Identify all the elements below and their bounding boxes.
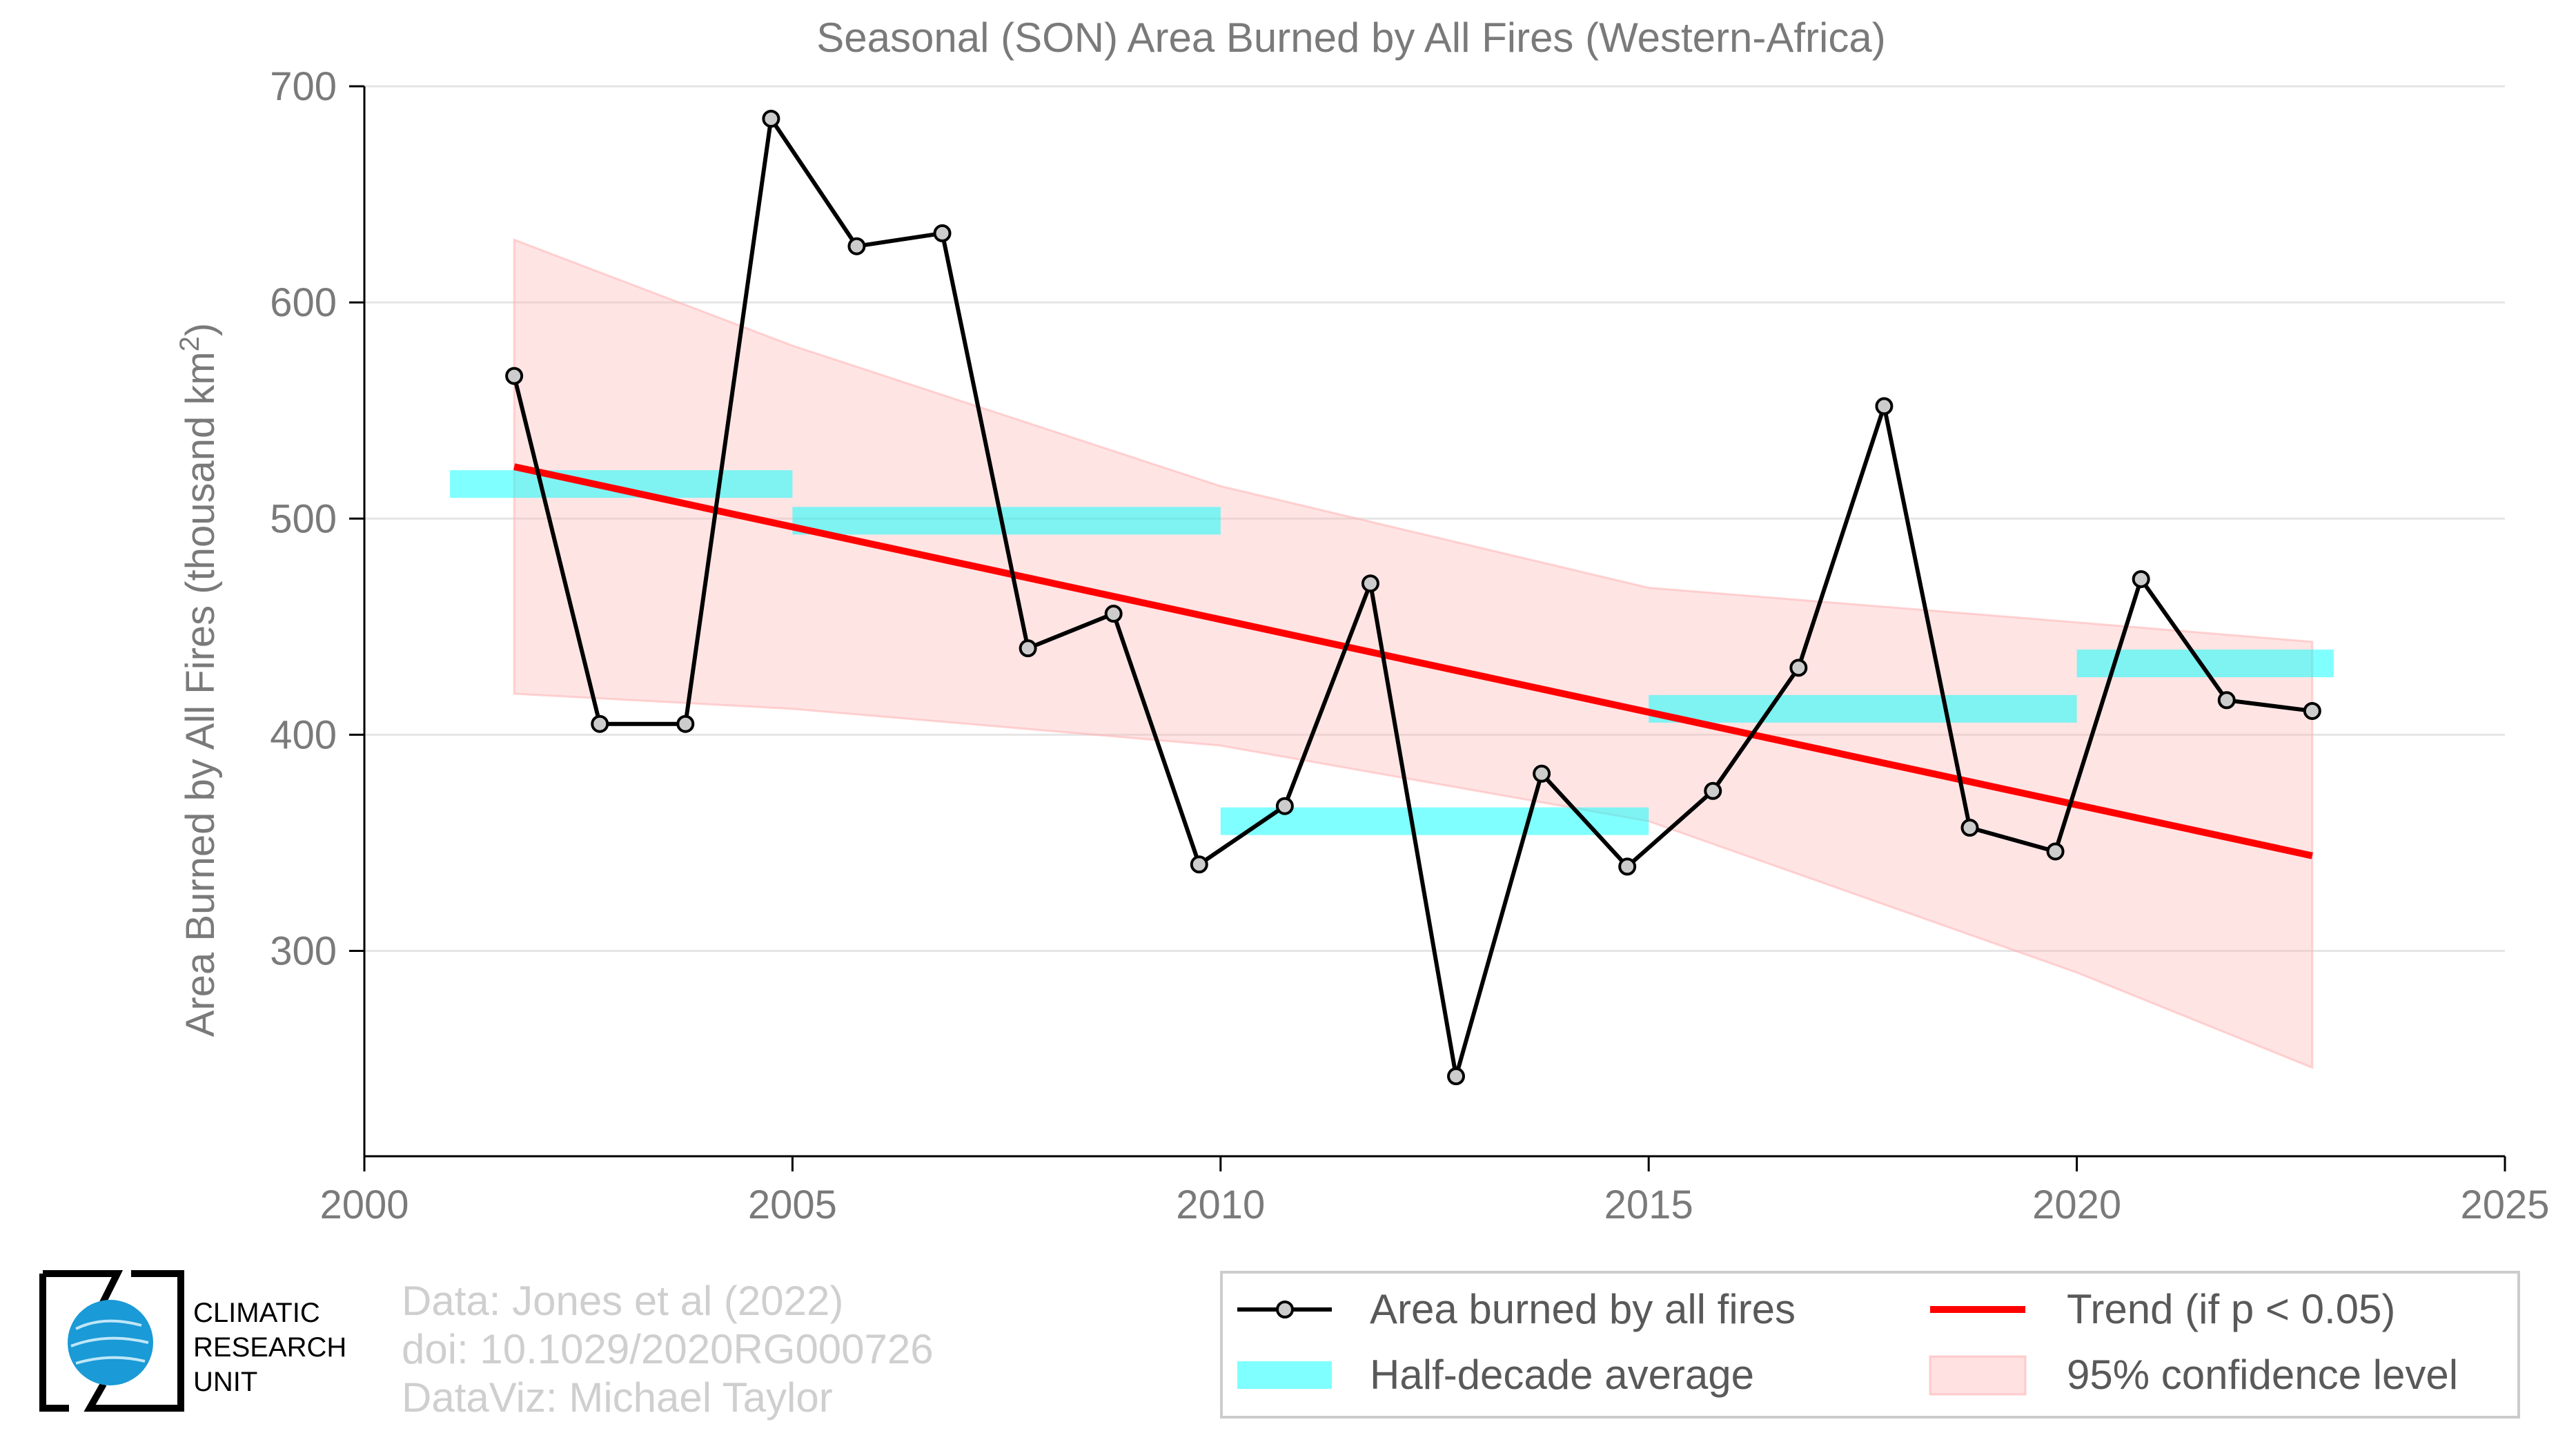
confidence-band-layer — [513, 238, 2314, 1069]
legend-average-swatch — [1237, 1361, 1332, 1389]
credit-doi: doi: 10.1029/2020RG000726 — [402, 1326, 934, 1372]
x-tick-label-2005: 2005 — [748, 1182, 837, 1227]
x-tick-label-2015: 2015 — [1604, 1182, 1693, 1227]
half-decade-bar-1 — [792, 507, 1221, 535]
legend-label-trend: Trend (if p < 0.05) — [2067, 1286, 2395, 1332]
logo-bracket-left — [39, 1274, 69, 1412]
globe-icon — [68, 1300, 153, 1385]
y-tick-label-400: 400 — [270, 712, 337, 757]
data-point — [676, 714, 695, 733]
x-tick-label-2000: 2000 — [319, 1182, 409, 1227]
series-layer — [505, 109, 2321, 1086]
half-decade-bar-3 — [1649, 694, 2077, 723]
legend-label-area-burned: Area burned by all fires — [1370, 1286, 1796, 1332]
axes: 300 400 500 600 700 2000 2005 2010 2015 2020 2025 — [270, 64, 2549, 1227]
data-point — [847, 237, 866, 255]
x-tick-label-2020: 2020 — [2032, 1182, 2121, 1227]
y-tick-label-300: 300 — [270, 929, 337, 974]
data-point — [933, 224, 952, 242]
series-line — [512, 116, 2313, 1079]
y-tick-label-500: 500 — [270, 496, 337, 541]
logo-text-research: RESEARCH — [193, 1332, 346, 1363]
trend-line — [513, 463, 2313, 859]
logo-text-unit: UNIT — [193, 1367, 257, 1397]
data-point — [1789, 659, 1808, 677]
data-point — [1618, 857, 1637, 876]
data-point — [1104, 605, 1123, 623]
credit-data: Data: Jones et al (2022) — [402, 1278, 843, 1324]
logo-bracket-top — [43, 1270, 124, 1310]
data-point — [591, 714, 609, 733]
credit-dataviz: DataViz: Michael Taylor — [402, 1374, 833, 1421]
legend-confidence-swatch — [1929, 1355, 2027, 1396]
data-point — [762, 109, 780, 128]
y-axis-label: Area Burned by All Fires (thousand km2) — [175, 323, 223, 1038]
data-point — [505, 367, 524, 385]
legend-label-half-decade: Half-decade average — [1370, 1352, 1754, 1398]
legend-box — [1220, 1271, 2520, 1419]
confidence-band — [513, 238, 2314, 1069]
data-point — [1447, 1067, 1466, 1086]
data-point — [1361, 574, 1379, 593]
data-point — [2132, 569, 2150, 588]
data-point — [1533, 764, 1551, 783]
x-tick-label-2010: 2010 — [1176, 1182, 1265, 1227]
half-decade-average-layer — [450, 470, 2334, 835]
credits: Data: Jones et al (2022) doi: 10.1029/20… — [402, 1278, 934, 1421]
data-point — [1960, 819, 1979, 837]
y-tick-label-600: 600 — [270, 280, 337, 325]
data-point — [2046, 842, 2065, 861]
data-point — [1190, 855, 1208, 874]
trend-layer — [513, 463, 2313, 859]
legend-marker-swatch — [1276, 1301, 1294, 1318]
legend: Area burned by all fires Trend (if p < 0… — [1220, 1271, 2520, 1419]
data-point — [1875, 397, 1894, 416]
grid — [364, 85, 2505, 953]
data-point — [1275, 797, 1294, 815]
cru-logo: CLIMATIC RESEARCH UNIT — [39, 1270, 346, 1412]
chart-title: Seasonal (SON) Area Burned by All Fires … — [816, 14, 1885, 61]
y-tick-label-700: 700 — [270, 64, 337, 109]
logo-text-climatic: CLIMATIC — [193, 1298, 320, 1328]
half-decade-bar-0 — [450, 470, 793, 498]
x-tick-label-2025: 2025 — [2460, 1182, 2549, 1227]
data-point — [1704, 781, 1722, 800]
data-point — [2303, 701, 2321, 720]
logo-bracket-right — [83, 1270, 184, 1412]
data-point — [2217, 691, 2236, 710]
globe-lines-icon — [70, 1319, 149, 1365]
data-point — [1019, 639, 1037, 658]
legend-label-confidence: 95% confidence level — [2067, 1352, 2458, 1398]
